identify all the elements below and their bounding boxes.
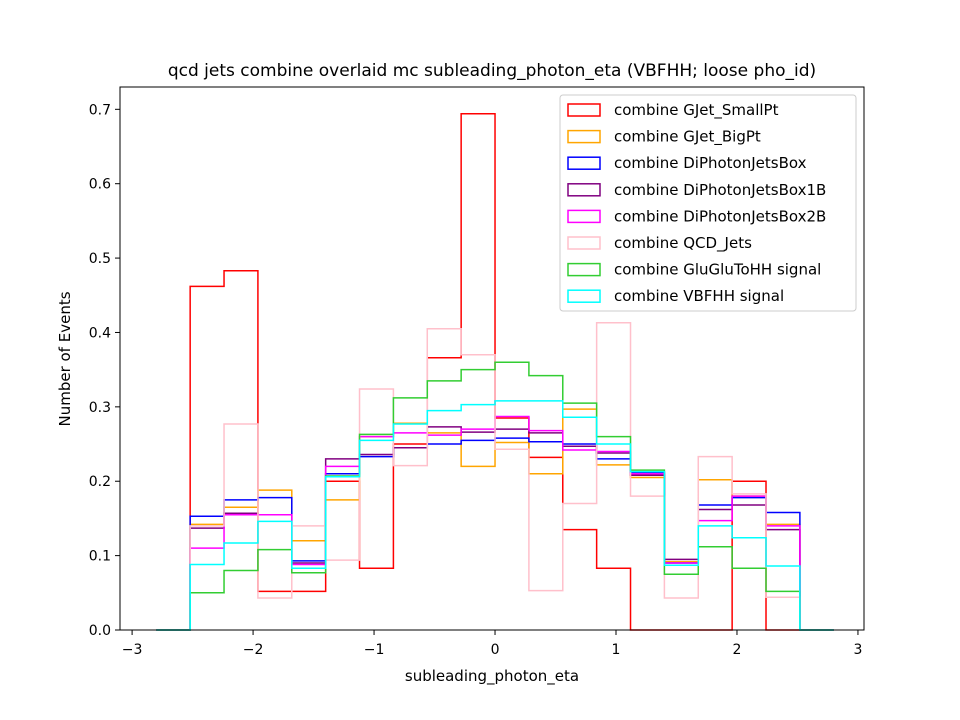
x-tick-label: 3 — [853, 642, 862, 658]
legend-label: combine GJet_SmallPt — [614, 101, 779, 120]
y-tick-label: 0.7 — [89, 102, 111, 118]
x-tick-label: −1 — [364, 642, 385, 658]
legend-label: combine QCD_Jets — [614, 234, 752, 253]
legend-label: combine DiPhotonJetsBox2B — [614, 207, 826, 225]
legend-swatch — [567, 289, 601, 303]
y-axis-label: Number of Events — [56, 291, 74, 426]
plot-frame — [119, 86, 865, 631]
legend-label: combine GluGluToHH signal — [614, 261, 821, 279]
legend-swatch — [567, 156, 601, 170]
legend-label: combine DiPhotonJetsBox — [614, 154, 807, 172]
series-line-2 — [156, 408, 834, 631]
x-axis-label: subleading_photon_eta — [405, 667, 579, 686]
y-axis: 0.0 0.1 0.2 0.3 0.4 0.5 0.6 0.7 — [89, 102, 120, 639]
y-tick-label: 0.3 — [89, 400, 111, 416]
x-tick-label: −3 — [122, 642, 143, 658]
y-tick-label: 0.4 — [89, 325, 111, 341]
x-tick-label: 0 — [491, 642, 500, 658]
series-line-8 — [156, 400, 834, 631]
series-line-7 — [156, 361, 834, 631]
legend-box — [559, 94, 857, 312]
y-tick-label: 0.6 — [89, 177, 111, 193]
legend-swatch — [567, 103, 601, 117]
legend-swatch — [567, 209, 601, 224]
legend-swatch — [567, 262, 601, 277]
legend-label: combine DiPhotonJetsBox1B — [614, 181, 826, 199]
y-tick-label: 0.1 — [89, 549, 111, 565]
legend-label: combine GJet_BigPt — [614, 128, 761, 147]
legend-swatch — [567, 129, 601, 144]
x-tick-label: 1 — [612, 642, 621, 658]
x-tick-label: −2 — [243, 642, 264, 658]
x-axis: −3 −2 −1 0 1 2 3 — [122, 630, 862, 658]
legend-label: combine VBFHH signal — [614, 287, 784, 305]
legend-swatch — [567, 236, 601, 250]
x-tick-label: 2 — [733, 642, 742, 658]
chart-title: qcd jets combine overlaid mc subleading_… — [168, 61, 816, 81]
legend-swatch — [567, 183, 601, 197]
plot-area — [119, 86, 865, 631]
y-tick-label: 0.2 — [89, 474, 111, 490]
y-tick-label: 0.5 — [89, 251, 111, 267]
y-tick-label: 0.0 — [89, 623, 111, 639]
